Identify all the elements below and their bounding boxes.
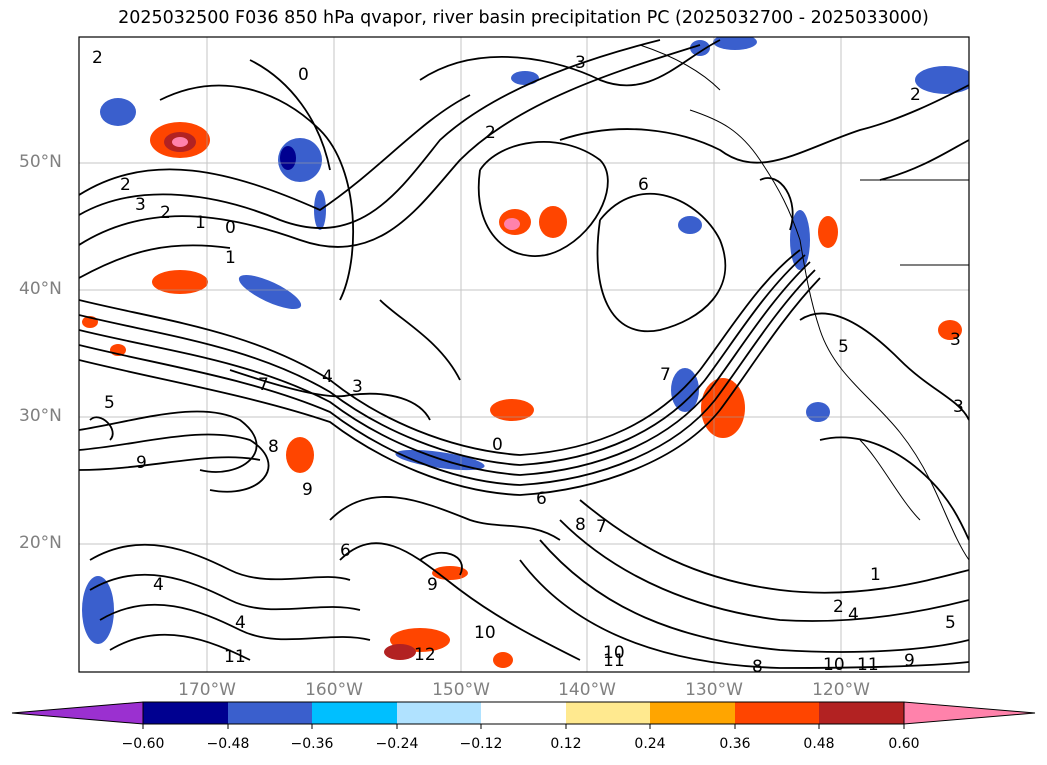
contour-label: 2 (120, 175, 131, 195)
contour-label: 2 (910, 85, 921, 105)
colorbar-tick-label: −0.12 (459, 736, 503, 752)
colorbar-swatch (312, 702, 397, 724)
contour-label: 8 (575, 515, 586, 535)
colorbar-swatch (819, 702, 904, 724)
colorbar-tick-label: −0.36 (290, 736, 334, 752)
colorbar-tick-label: 0.60 (888, 736, 920, 752)
colorbar-swatch (481, 702, 566, 724)
contour-label: 4 (322, 367, 333, 387)
latitude-label: 50°N (19, 152, 62, 172)
contour-label: 1 (870, 565, 881, 585)
colorbar-extend-low (11, 701, 144, 725)
contour-label: 2 (485, 123, 496, 143)
longitude-label: 170°W (178, 680, 236, 700)
map-title: 2025032500 F036 850 hPa qvapor, river ba… (118, 8, 929, 28)
contour-label: 11 (224, 647, 246, 667)
contour-label: 8 (268, 437, 279, 457)
contour-label: 10 (823, 655, 845, 675)
graticule (79, 37, 969, 672)
longitude-label: 120°W (812, 680, 870, 700)
colorbar-extend-high (903, 701, 1036, 725)
colorbar-tick-label: −0.24 (375, 736, 419, 752)
contour-label: 1 (225, 248, 236, 268)
longitude-label: 130°W (685, 680, 743, 700)
contour-label: 3 (352, 377, 363, 397)
contour-label: 6 (638, 175, 649, 195)
colorbar-swatch (735, 702, 819, 724)
contour-label: 4 (153, 575, 164, 595)
contour-label: 6 (536, 489, 547, 509)
latitude-label: 40°N (19, 279, 62, 299)
contour-label: 11 (603, 651, 625, 671)
contour-label: 9 (904, 651, 915, 671)
latitude-label: 30°N (19, 406, 62, 426)
map-frame (78, 36, 970, 673)
longitude-label: 150°W (432, 680, 490, 700)
contour-label: 3 (575, 53, 586, 73)
contour-label: 5 (838, 337, 849, 357)
longitude-label: 140°W (558, 680, 616, 700)
colorbar-tick-label: 0.36 (719, 736, 751, 752)
contour-label: 3 (953, 397, 964, 417)
precipitation-shading (82, 37, 969, 668)
longitude-label: 160°W (305, 680, 363, 700)
colorbar-swatch (143, 702, 228, 724)
colorbar-tick-label: −0.60 (121, 736, 165, 752)
contour-label: 1 (195, 213, 206, 233)
contour-label: 9 (136, 453, 147, 473)
contour-label: 7 (596, 517, 607, 537)
contour-label: 8 (752, 657, 763, 677)
contour-label: 7 (258, 375, 269, 395)
contour-label: 10 (603, 643, 625, 663)
contour-label: 2 (160, 203, 171, 223)
contour-label: 2 (92, 48, 103, 68)
colorbar-swatch (397, 702, 481, 724)
colorbar-swatch (566, 702, 650, 724)
qvapor-contours (79, 39, 969, 669)
colorbar-tick-label: −0.48 (206, 736, 250, 752)
contour-label: 3 (950, 330, 961, 350)
contour-label: 0 (225, 218, 236, 238)
contour-label: 5 (104, 393, 115, 413)
contour-label: 2 (833, 597, 844, 617)
contour-label: 3 (135, 195, 146, 215)
map-panel: 2 3 2 1 0 2 0 3 2 6 7 4 3 0 8 9 5 9 6 7 … (79, 37, 969, 677)
contour-labels: 2 3 2 1 0 2 0 3 2 6 7 4 3 0 8 9 5 9 6 7 … (92, 48, 964, 677)
contour-label: 7 (660, 365, 671, 385)
contour-label: 4 (848, 605, 859, 625)
contour-label: 6 (340, 541, 351, 561)
colorbar-tick-label: 0.12 (550, 736, 582, 752)
contour-label: 9 (302, 480, 313, 500)
colorbar (11, 701, 1036, 729)
colorbar-tick-label: 0.24 (634, 736, 666, 752)
contour-label: 5 (945, 613, 956, 633)
contour-label: 0 (298, 65, 309, 85)
colorbar-swatch (228, 702, 312, 724)
contour-label: 10 (474, 623, 496, 643)
colorbar-tick-label: 0.48 (803, 736, 835, 752)
colorbar-swatch (650, 702, 735, 724)
contour-label: 12 (414, 645, 436, 665)
contour-label: 0 (492, 435, 503, 455)
coastlines (639, 44, 969, 561)
contour-label: 4 (235, 613, 246, 633)
contour-label: 11 (857, 655, 879, 675)
latitude-label: 20°N (19, 533, 62, 553)
contour-label: 9 (427, 575, 438, 595)
